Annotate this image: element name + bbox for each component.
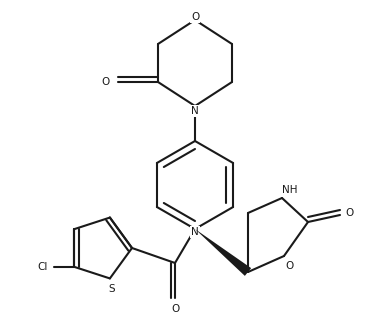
Text: O: O (102, 77, 110, 87)
Text: O: O (191, 12, 199, 22)
Text: O: O (346, 208, 354, 218)
Text: O: O (286, 261, 294, 271)
Text: NH: NH (282, 185, 298, 195)
Polygon shape (195, 229, 251, 276)
Text: Cl: Cl (37, 262, 47, 272)
Text: N: N (191, 106, 199, 116)
Text: O: O (171, 304, 179, 314)
Text: S: S (109, 284, 115, 294)
Text: N: N (191, 227, 199, 237)
